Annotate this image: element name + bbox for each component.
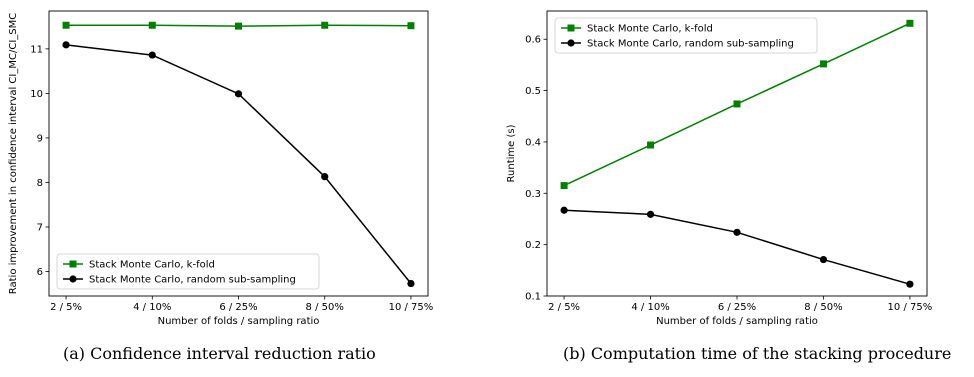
legend-marker — [69, 275, 77, 283]
y-tick-label: 0.4 — [525, 137, 541, 148]
x-tick-label: 8 / 50% — [306, 302, 344, 313]
y-tick-label: 8 — [37, 178, 43, 189]
series-point-2 — [62, 41, 70, 49]
chart-b: 2 / 5% 4 / 10% 6 / 25% 8 / 50% 10 / 75% 0.1 0.… — [506, 10, 933, 327]
caption-a: (a) Confidence interval reduction ratio — [63, 344, 376, 363]
y-tick-label: 10 — [30, 89, 43, 100]
series-line-2 — [564, 209, 911, 285]
series-point-1 — [235, 22, 242, 30]
y-tick-label: 9 — [37, 133, 43, 144]
y-tick-label: 0.5 — [525, 86, 541, 97]
legend-marker — [567, 39, 575, 47]
legend: Stack Monte Carlo, k-fold Stack Monte Car… — [56, 253, 320, 290]
series-point-1 — [819, 60, 827, 68]
legend-marker — [567, 24, 575, 32]
legend-label: Stack Monte Carlo, random sub-sampling — [89, 275, 296, 286]
caption-b: (b) Computation time of the stacking pro… — [563, 344, 952, 363]
x-axis-label: Number of folds / sampling ratio — [158, 316, 320, 327]
y-tick-label: 6 — [37, 267, 43, 278]
y-axis-label: Runtime (s) — [506, 124, 517, 182]
series-point-1 — [647, 141, 655, 149]
legend-box — [554, 17, 818, 54]
series-point-2 — [407, 279, 415, 288]
series-line-2 — [65, 44, 412, 285]
legend: Stack Monte Carlo, k-fold Stack Monte Car… — [554, 17, 818, 54]
x-tick-label: 2 / 5% — [548, 302, 580, 313]
series-point-2 — [906, 280, 914, 288]
series-point-2 — [321, 173, 329, 181]
chart-a: 2 / 5% 4 / 10% 6 / 25% 8 / 50% 10 / 75% 6 7 8 9 1… — [8, 10, 434, 327]
series-point-2 — [646, 210, 655, 218]
x-tick-label: 4 / 10% — [133, 302, 171, 313]
x-tick-label: 10 / 75% — [389, 302, 434, 313]
legend-label: Stack Monte Carlo, k-fold — [587, 24, 713, 35]
series-point-1 — [62, 21, 70, 29]
series-point-1 — [407, 22, 415, 30]
y-tick-label: 11 — [30, 44, 43, 55]
series-point-1 — [733, 100, 741, 108]
series-point-2 — [234, 90, 243, 98]
series-point-2 — [819, 255, 828, 264]
y-tick-label: 7 — [37, 222, 43, 233]
series-point-2 — [560, 206, 568, 214]
x-tick-label: 2 / 5% — [50, 302, 82, 313]
y-tick-label: 0.6 — [525, 35, 541, 46]
x-tick-label: 4 / 10% — [631, 302, 669, 313]
y-tick-label: 0.1 — [525, 292, 541, 303]
series-point-1 — [560, 182, 568, 190]
series-point-1 — [321, 21, 329, 29]
y-tick-label: 0.3 — [525, 189, 541, 200]
series-point-2 — [733, 228, 741, 236]
x-axis-label: Number of folds / sampling ratio — [656, 316, 818, 327]
plot-frame — [546, 10, 928, 297]
y-axis-label: Ratio improvement in confidence interval… — [8, 13, 19, 294]
legend-marker — [69, 260, 77, 268]
plot-frame — [48, 10, 429, 297]
x-tick-label: 10 / 75% — [888, 302, 933, 313]
series-point-1 — [148, 21, 156, 29]
x-tick-label: 6 / 25% — [219, 302, 257, 313]
x-tick-label: 8 / 50% — [804, 302, 842, 313]
x-tick-label: 6 / 25% — [718, 302, 756, 313]
series-point-2 — [148, 51, 156, 59]
legend-label: Stack Monte Carlo, random sub-sampling — [587, 39, 794, 50]
legend-label: Stack Monte Carlo, k-fold — [89, 260, 215, 271]
y-tick-label: 0.2 — [525, 240, 541, 251]
legend-box — [56, 253, 320, 290]
series-point-1 — [906, 19, 914, 27]
